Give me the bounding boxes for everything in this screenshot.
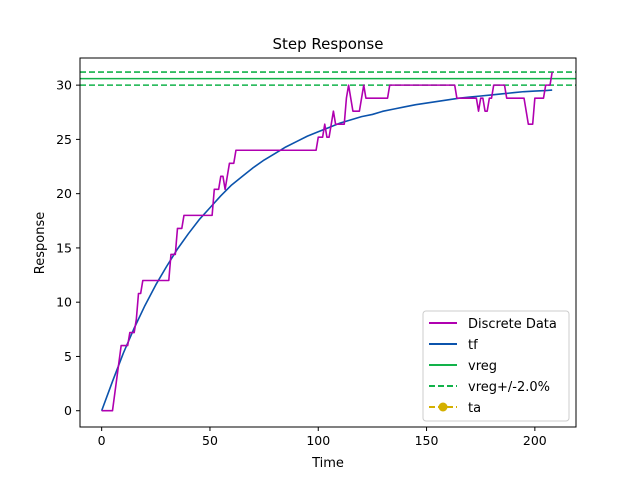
x-axis-ticks: 0 50 100 150 200: [98, 427, 547, 448]
y-tick-label: 0: [64, 403, 72, 418]
legend-label-tf: tf: [468, 338, 478, 353]
plot-series: [80, 71, 576, 412]
series-line-tf: [100, 89, 553, 411]
y-tick-label: 15: [56, 240, 72, 255]
y-axis-label: Response: [33, 212, 48, 274]
x-tick-label: 50: [202, 433, 218, 448]
y-axis-ticks: 0 5 10 15 20 25 30: [56, 78, 80, 418]
x-tick-label: 150: [415, 433, 439, 448]
plot-frame: [79, 57, 577, 428]
x-tick-label: 0: [98, 433, 106, 448]
legend-label-vreg-band: vreg+/-2.0%: [468, 380, 550, 395]
y-tick-label: 30: [56, 78, 72, 93]
chart-title: Step Response: [273, 35, 384, 53]
y-tick-label: 10: [56, 295, 72, 310]
x-tick-label: 100: [306, 433, 330, 448]
legend-marker-ta: [438, 402, 448, 412]
legend-label-vreg: vreg: [468, 359, 497, 374]
legend: Discrete Data tf vreg vreg+/-2.0% ta: [422, 310, 570, 422]
legend-label-ta: ta: [468, 401, 481, 416]
y-tick-label: 5: [64, 349, 72, 364]
y-tick-label: 20: [56, 186, 72, 201]
y-tick-label: 25: [56, 132, 72, 147]
legend-label-discrete-data: Discrete Data: [468, 317, 557, 332]
x-axis-label: Time: [311, 456, 344, 471]
x-tick-label: 200: [523, 433, 547, 448]
legend-box: [422, 310, 570, 422]
series-line-discrete-data: [101, 71, 553, 412]
